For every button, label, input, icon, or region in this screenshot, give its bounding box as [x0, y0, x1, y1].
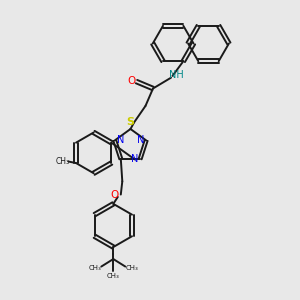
- Text: CH₃: CH₃: [55, 157, 69, 166]
- Text: N: N: [116, 135, 124, 145]
- Text: N: N: [137, 135, 145, 145]
- Text: S: S: [127, 117, 134, 128]
- Text: CH₃: CH₃: [125, 265, 138, 271]
- Text: NH: NH: [169, 70, 184, 80]
- Text: CH₃: CH₃: [107, 272, 120, 278]
- Text: CH₃: CH₃: [88, 265, 101, 271]
- Text: O: O: [110, 190, 118, 200]
- Text: O: O: [127, 76, 135, 86]
- Text: N: N: [131, 154, 139, 164]
